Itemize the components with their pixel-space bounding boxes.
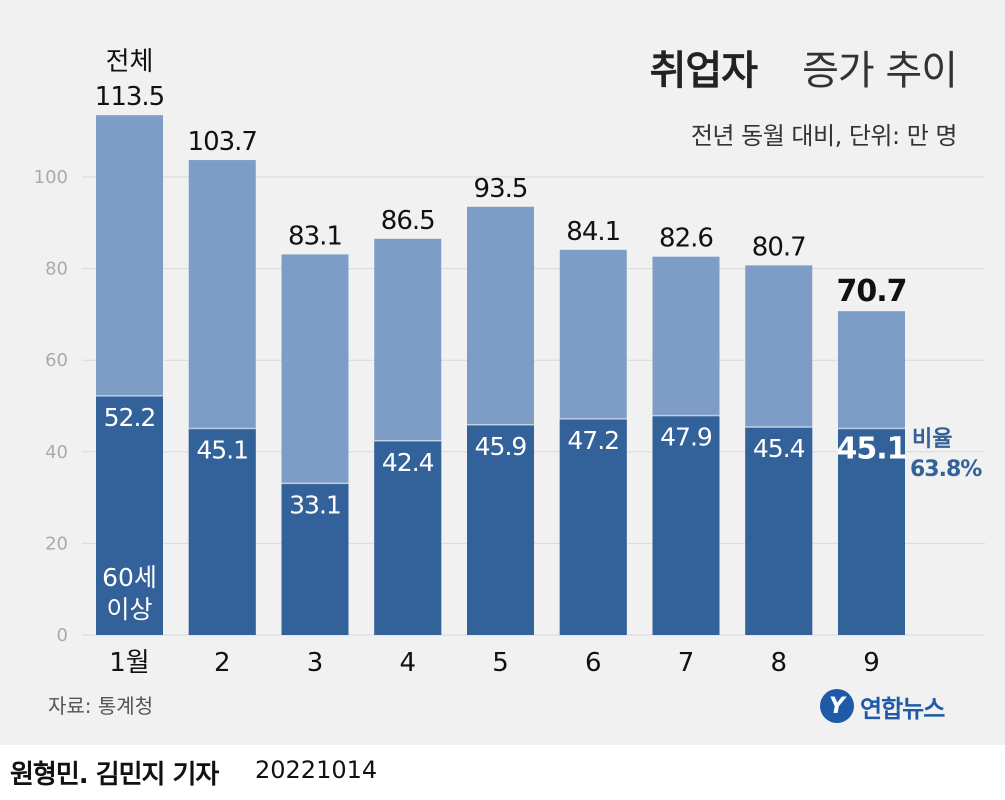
data-label-total: 103.7: [188, 127, 257, 157]
data-label-over60: 45.1: [836, 431, 906, 466]
x-tick-label: 6: [585, 648, 602, 678]
chart-title-bold: 취업자: [649, 48, 758, 94]
data-label-over60: 33.1: [289, 490, 341, 519]
data-label-total: 80.7: [752, 232, 806, 262]
bar-over60: [281, 483, 349, 635]
ratio-value: 63.8%: [910, 457, 982, 482]
credit-date: 20221014: [255, 756, 378, 784]
y-tick-label: 0: [57, 625, 68, 646]
x-tick-label: 1월: [109, 648, 149, 678]
data-label-over60: 45.1: [196, 435, 248, 464]
data-label-total: 83.1: [288, 221, 342, 251]
data-label-over60: 47.9: [660, 423, 712, 452]
data-label-total: 86.5: [381, 206, 435, 236]
data-label-total: 113.5: [95, 82, 164, 112]
bar-over60: [374, 440, 442, 635]
data-label-over60: 47.2: [567, 426, 619, 455]
x-tick-label: 7: [678, 648, 695, 678]
y-tick-label: 20: [45, 533, 68, 554]
bar-over60: [652, 415, 720, 635]
chart-title-rest: 증가 추이: [802, 48, 958, 94]
yonhap-logo: Y 연합뉴스: [820, 684, 945, 728]
series-label-total: 전체: [106, 47, 154, 77]
y-tick-label: 80: [45, 259, 68, 280]
bar-over60: [838, 428, 905, 635]
series-label-over60: 이상: [106, 595, 152, 624]
data-label-over60: 52.2: [104, 403, 156, 432]
series-label-over60: 60세: [102, 563, 157, 592]
bar-over60: [745, 427, 813, 635]
data-label-total: 93.5: [474, 174, 528, 204]
bar-over60: [467, 424, 534, 635]
bar-over60: [188, 428, 256, 635]
y-tick-label: 40: [45, 442, 68, 463]
x-tick-label: 2: [214, 648, 231, 678]
x-tick-label: 4: [399, 648, 416, 678]
data-label-over60: 42.4: [382, 448, 434, 477]
bar-over60: [559, 418, 627, 635]
data-label-total: 70.7: [836, 274, 906, 309]
footer: [0, 745, 1005, 800]
x-tick-label: 5: [492, 648, 509, 678]
bar-chart: 0 20 40 60 80 100 113.5 52.2 1월 103.7 45.1 2 83.1 33.…: [34, 47, 985, 678]
x-tick-label: 9: [863, 648, 880, 678]
bar-over60: [96, 395, 163, 635]
logo-text: 연합뉴스: [860, 694, 945, 723]
data-label-total: 84.1: [566, 217, 620, 247]
logo-mark-icon: Y: [820, 689, 854, 723]
x-tick-label: 3: [307, 648, 324, 678]
data-label-over60: 45.9: [475, 432, 527, 461]
credit-authors: 원형민. 김민지 기자: [10, 760, 219, 790]
ratio-label: 비율: [912, 427, 952, 452]
x-tick-label: 8: [770, 648, 787, 678]
y-tick-label: 60: [45, 350, 68, 371]
source-note: 자료: 통계청: [48, 694, 154, 718]
data-label-total: 82.6: [659, 224, 713, 254]
data-label-over60: 45.4: [753, 434, 805, 463]
chart-subtitle: 전년 동월 대비, 단위: 만 명: [690, 122, 958, 150]
y-tick-label: 100: [34, 167, 68, 188]
